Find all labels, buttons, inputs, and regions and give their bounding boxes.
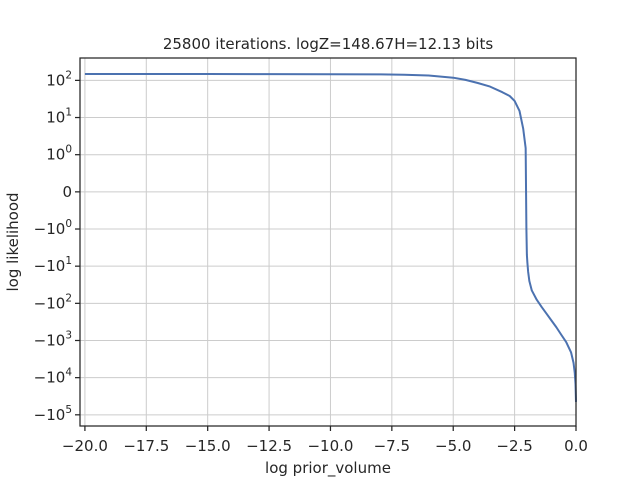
- x-tick-label: −15.0: [185, 437, 231, 455]
- y-tick-label: −105: [34, 404, 72, 424]
- x-axis-label: log prior_volume: [265, 459, 391, 478]
- y-tick-label: −100: [34, 218, 72, 238]
- y-tick-label: −102: [34, 292, 72, 312]
- tick-layer: −20.0 −17.5 −15.0 −12.5 −10.0 −7.5 −5.0 −2.5 0.0…: [34, 69, 588, 455]
- grid-layer: [80, 58, 577, 426]
- x-tick-label: −5.0: [435, 437, 471, 455]
- x-tick-label: −20.0: [62, 437, 108, 455]
- series-line: [84, 73, 577, 402]
- y-tick-label: −103: [34, 329, 72, 349]
- x-tick-label: 0.0: [564, 437, 588, 455]
- plot-frame: [79, 57, 577, 427]
- y-tick-label: 102: [46, 69, 72, 89]
- y-tick-label: 100: [46, 144, 72, 164]
- y-tick-label: −104: [34, 367, 73, 387]
- x-tick-label: −7.5: [374, 437, 410, 455]
- x-tick-label: −12.5: [246, 437, 292, 455]
- y-tick-label: −101: [34, 255, 72, 275]
- y-tick-label: 0: [62, 183, 72, 201]
- line-layer: [84, 73, 577, 402]
- x-tick-label: −2.5: [496, 437, 532, 455]
- x-tick-label: −17.5: [123, 437, 169, 455]
- y-axis-label: log likelihood: [4, 192, 22, 291]
- chart-title: 25800 iterations. logZ=148.67H=12.13 bit…: [163, 35, 494, 53]
- y-tick-label: 101: [46, 107, 72, 127]
- x-tick-label: −10.0: [307, 437, 353, 455]
